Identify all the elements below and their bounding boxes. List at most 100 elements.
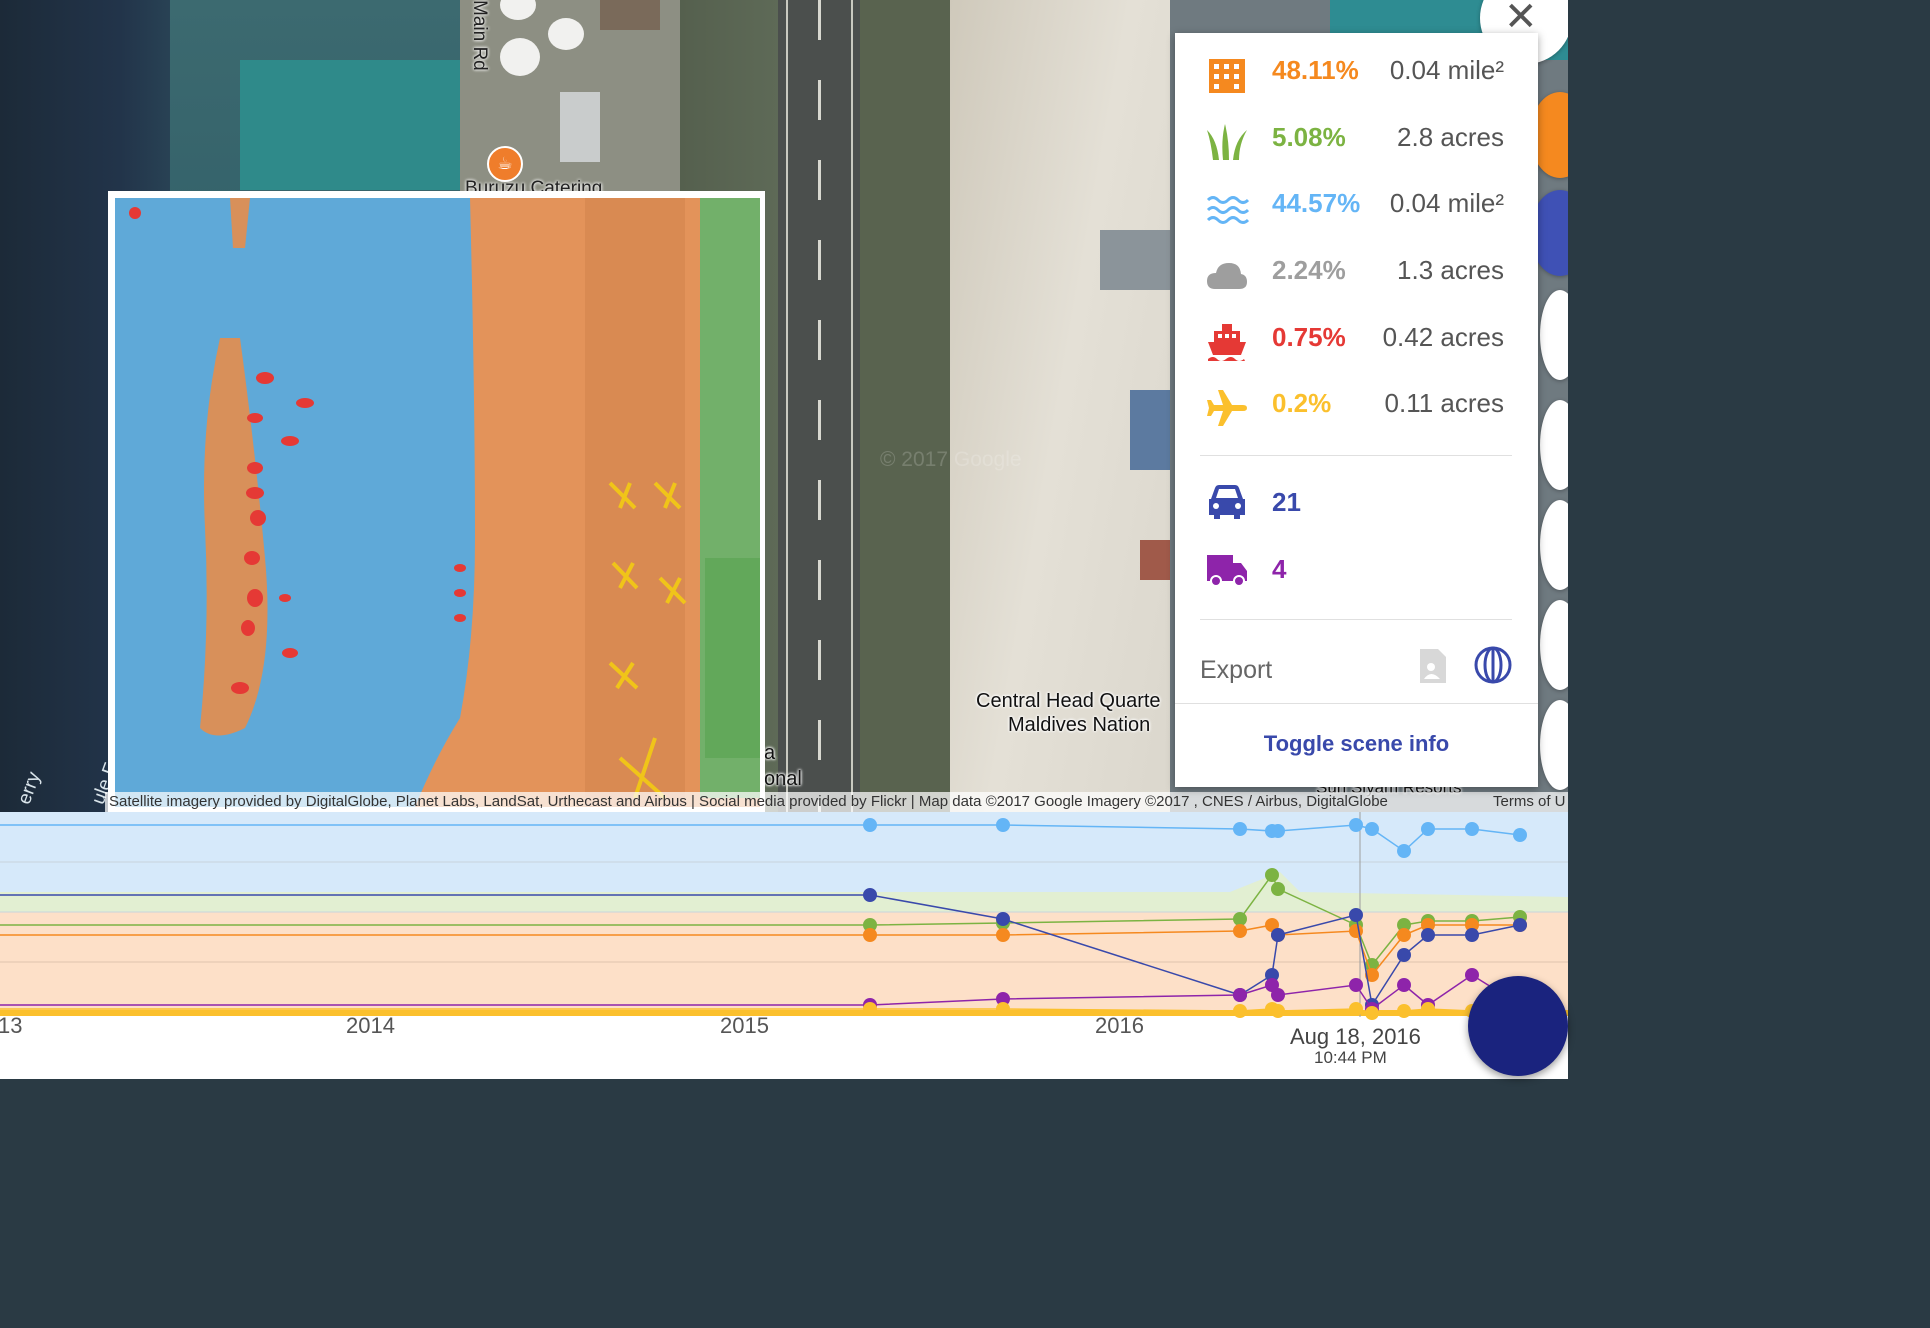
data-point[interactable] [863,918,877,932]
data-point[interactable] [1421,1002,1435,1016]
data-point[interactable] [1465,968,1479,982]
data-point[interactable] [863,1002,877,1016]
stat-percent: 0.2% [1272,388,1332,418]
ship-icon [1208,324,1246,361]
data-point[interactable] [1265,968,1279,982]
data-point[interactable] [1421,822,1435,836]
car-count: 21 [1272,487,1301,517]
side-button[interactable] [1540,500,1568,590]
data-point[interactable] [1397,948,1411,962]
globe-export-icon[interactable] [1473,645,1513,685]
data-point[interactable] [1365,822,1379,836]
data-point[interactable] [1271,928,1285,942]
series-line [0,1008,1520,1014]
data-point[interactable] [1397,918,1411,932]
series-line [0,873,1521,967]
airport-label[interactable]: onal [764,768,802,790]
cafe-icon[interactable]: ☕ [487,146,523,182]
data-point[interactable] [1349,924,1363,938]
data-point[interactable] [996,1002,1010,1016]
stat-percent: 2.24% [1272,255,1346,285]
cursor-time-label: 10:44 PM [1314,1048,1387,1067]
year-tick-label: 13 [0,1013,23,1038]
stat-row-vegetation: 5.08% 2.8 acres [1175,108,1538,174]
data-point[interactable] [1271,824,1285,838]
hq-label[interactable]: Central Head Quarte [976,690,1161,712]
data-point[interactable] [1365,1006,1379,1020]
data-point[interactable] [863,818,877,832]
data-point[interactable] [1465,822,1479,836]
building [1100,230,1170,290]
data-point[interactable] [1233,924,1247,938]
floating-action-button[interactable] [1468,976,1568,1076]
fuel-tank [548,18,584,50]
data-point[interactable] [1349,1002,1363,1016]
water-icon [1206,196,1249,224]
data-point[interactable] [1349,978,1363,992]
data-point[interactable] [1233,912,1247,926]
stat-row-water: 44.57% 0.04 mile² [1175,174,1538,240]
data-point[interactable] [1233,1004,1247,1018]
data-point[interactable] [1265,868,1279,882]
series-line [0,824,1521,852]
document-export-icon[interactable] [1418,647,1448,685]
data-point[interactable] [996,818,1010,832]
toggle-scene-info-button[interactable]: Toggle scene info [1263,731,1450,756]
data-point[interactable] [1397,978,1411,992]
data-point[interactable] [996,992,1010,1006]
data-point[interactable] [1465,918,1479,932]
harbor-area [240,60,480,190]
year-tick-label: 2014 [346,1013,395,1038]
fuel-tank [500,0,536,20]
data-point[interactable] [863,888,877,902]
side-button[interactable] [1540,700,1568,790]
timeline-svg [0,812,1568,1020]
classification-overlay[interactable] [108,191,765,812]
close-icon: ✕ [1504,0,1538,39]
cloud-icon [1207,263,1247,289]
building [1130,390,1170,470]
airplane-icon [1207,390,1247,426]
data-point[interactable] [1233,822,1247,836]
classification-image [115,198,760,807]
side-button[interactable] [1540,290,1568,380]
data-point[interactable] [1365,958,1379,972]
terms-link[interactable]: Terms of U [1493,793,1566,810]
year-tick-label: 2016 [1095,1013,1144,1038]
stat-percent: 5.08% [1272,122,1346,152]
data-point[interactable] [1465,928,1479,942]
data-point[interactable] [1397,1004,1411,1018]
data-point[interactable] [1421,918,1435,932]
runway-edge [786,0,788,812]
timeline-chart[interactable] [0,812,1568,1079]
data-point[interactable] [1513,918,1527,932]
data-point[interactable] [1271,988,1285,1002]
data-point[interactable] [1271,1004,1285,1018]
side-button[interactable] [1540,600,1568,690]
stat-area: 0.11 acres [1384,388,1504,418]
data-point[interactable] [1397,844,1411,858]
data-point[interactable] [996,928,1010,942]
data-point[interactable] [863,928,877,942]
data-point[interactable] [1397,928,1411,942]
airport-label[interactable]: a [764,742,776,764]
side-button[interactable] [1540,400,1568,490]
stat-area: 0.42 acres [1382,322,1504,352]
data-point[interactable] [1365,968,1379,982]
data-point[interactable] [1421,928,1435,942]
data-point[interactable] [1271,882,1285,896]
vegetation-icon [1207,124,1247,160]
data-point[interactable] [996,912,1010,926]
stat-row-ships: 0.75% 0.42 acres [1175,308,1538,374]
stat-row-buildings: 48.11% 0.04 mile² [1175,41,1538,107]
data-point[interactable] [1513,828,1527,842]
data-point[interactable] [1233,988,1247,1002]
data-point[interactable] [1349,818,1363,832]
divider [1175,703,1538,704]
fuel-tank [500,38,540,76]
series-line [0,974,1521,1011]
divider [1200,455,1512,456]
data-point[interactable] [1349,908,1363,922]
hq-label[interactable]: Maldives Nation [1008,714,1151,736]
truck-icon [1207,555,1247,587]
